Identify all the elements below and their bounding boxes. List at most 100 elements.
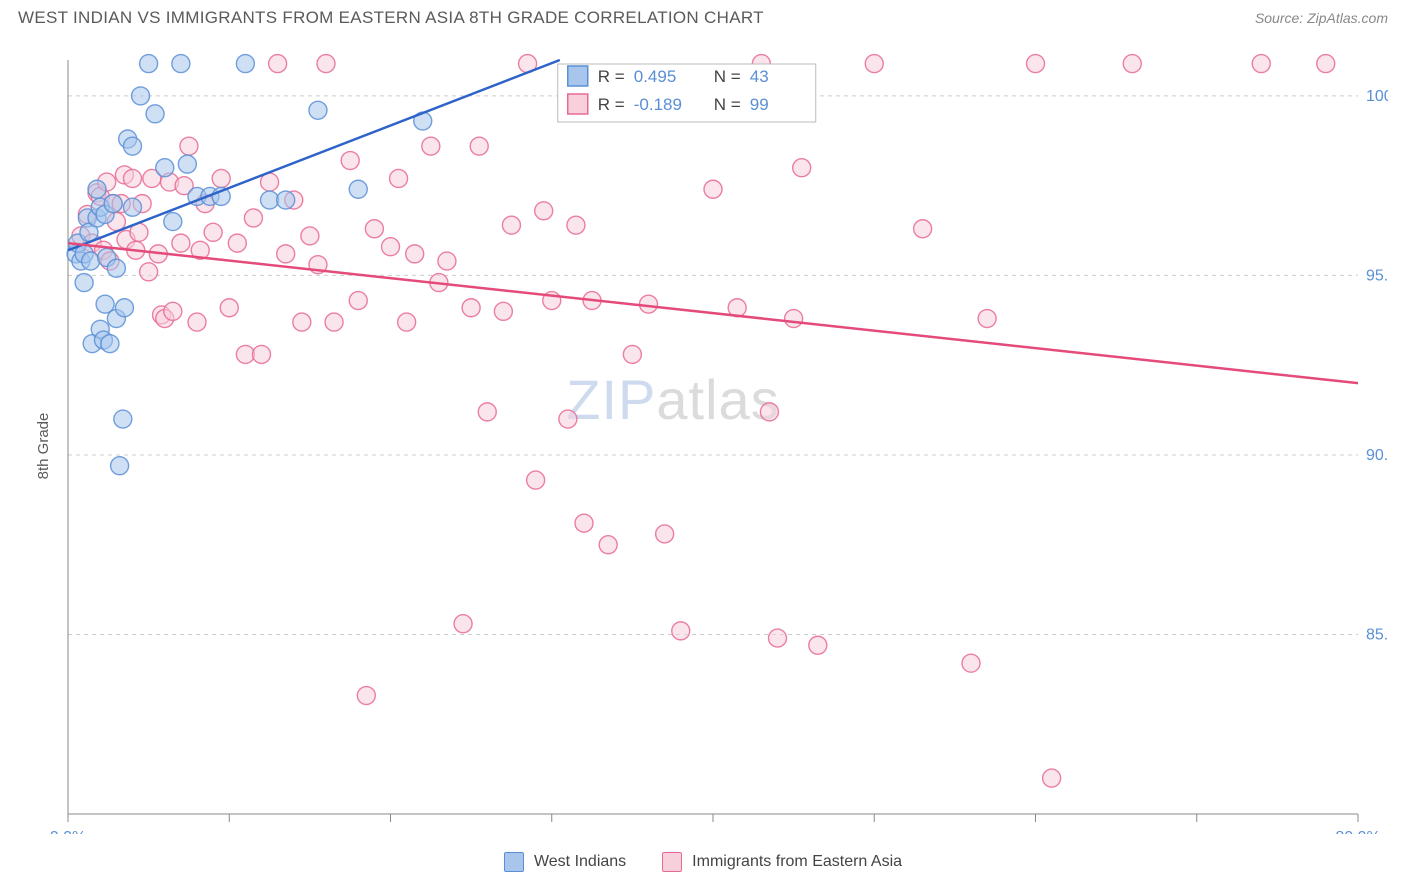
legend-label: Immigrants from Eastern Asia	[692, 853, 902, 871]
r-value: -0.189	[634, 95, 682, 114]
data-point	[124, 137, 142, 155]
data-point	[1317, 55, 1335, 73]
data-point	[599, 536, 617, 554]
data-point	[212, 169, 230, 187]
r-label: R =	[598, 95, 625, 114]
data-point	[82, 252, 100, 270]
data-point	[220, 299, 238, 317]
data-point	[341, 152, 359, 170]
correlation-legend	[558, 64, 816, 122]
data-point	[365, 220, 383, 238]
data-point	[115, 299, 133, 317]
data-point	[478, 403, 496, 421]
data-point	[261, 191, 279, 209]
data-point	[132, 87, 150, 105]
data-point	[349, 180, 367, 198]
legend-swatch-pink	[662, 852, 682, 872]
data-point	[236, 345, 254, 363]
data-point	[809, 636, 827, 654]
data-point	[253, 345, 271, 363]
data-point	[760, 403, 778, 421]
data-point	[188, 313, 206, 331]
source-label: Source: ZipAtlas.com	[1255, 10, 1388, 26]
data-point	[349, 292, 367, 310]
data-point	[769, 629, 787, 647]
data-point	[704, 180, 722, 198]
y-tick-label: 100.0%	[1366, 88, 1388, 105]
n-label: N =	[714, 95, 741, 114]
data-point	[567, 216, 585, 234]
data-point	[527, 471, 545, 489]
data-point	[438, 252, 456, 270]
data-point	[156, 159, 174, 177]
chart-title: WEST INDIAN VS IMMIGRANTS FROM EASTERN A…	[18, 8, 764, 28]
data-point	[140, 263, 158, 281]
data-point	[1123, 55, 1141, 73]
data-point	[317, 55, 335, 73]
data-point	[204, 223, 222, 241]
y-tick-label: 90.0%	[1366, 447, 1388, 464]
data-point	[470, 137, 488, 155]
data-point	[390, 169, 408, 187]
y-tick-label: 85.0%	[1366, 626, 1388, 643]
data-point	[124, 198, 142, 216]
data-point	[1027, 55, 1045, 73]
data-point	[494, 302, 512, 320]
data-point	[277, 245, 295, 263]
data-point	[277, 191, 295, 209]
data-point	[140, 55, 158, 73]
data-point	[785, 310, 803, 328]
y-tick-label: 95.0%	[1366, 267, 1388, 284]
data-point	[178, 155, 196, 173]
x-tick-label: 80.0%	[1335, 829, 1380, 834]
data-point	[269, 55, 287, 73]
watermark: ZIPatlas	[566, 368, 779, 431]
data-point	[914, 220, 932, 238]
data-point	[114, 410, 132, 428]
data-point	[865, 55, 883, 73]
data-point	[978, 310, 996, 328]
data-point	[962, 654, 980, 672]
data-point	[172, 55, 190, 73]
legend-label: West Indians	[534, 853, 626, 871]
data-point	[398, 313, 416, 331]
data-point	[1043, 769, 1061, 787]
data-point	[656, 525, 674, 543]
n-label: N =	[714, 67, 741, 86]
data-point	[1252, 55, 1270, 73]
plot-area: 85.0%90.0%95.0%100.0%0.0%80.0%ZIPatlasR …	[48, 44, 1388, 832]
data-point	[502, 216, 520, 234]
data-point	[454, 615, 472, 633]
data-point	[111, 457, 129, 475]
data-point	[793, 159, 811, 177]
data-point	[244, 209, 262, 227]
legend-swatch-blue	[504, 852, 524, 872]
data-point	[124, 169, 142, 187]
data-point	[623, 345, 641, 363]
data-point	[146, 105, 164, 123]
data-point	[164, 302, 182, 320]
data-point	[180, 137, 198, 155]
legend-swatch	[568, 94, 588, 114]
data-point	[107, 259, 125, 277]
data-point	[88, 180, 106, 198]
data-point	[382, 238, 400, 256]
data-point	[422, 137, 440, 155]
data-point	[309, 101, 327, 119]
data-point	[640, 295, 658, 313]
data-point	[228, 234, 246, 252]
data-point	[575, 514, 593, 532]
legend-item-eastern-asia: Immigrants from Eastern Asia	[662, 852, 902, 872]
data-point	[406, 245, 424, 263]
scatter-chart: 85.0%90.0%95.0%100.0%0.0%80.0%ZIPatlasR …	[48, 44, 1388, 834]
data-point	[462, 299, 480, 317]
data-point	[672, 622, 690, 640]
data-point	[164, 213, 182, 231]
data-point	[172, 234, 190, 252]
legend-item-west-indians: West Indians	[504, 852, 626, 872]
r-value: 0.495	[634, 67, 677, 86]
legend-swatch	[568, 66, 588, 86]
r-label: R =	[598, 67, 625, 86]
bottom-legend: West Indians Immigrants from Eastern Asi…	[0, 852, 1406, 872]
data-point	[75, 274, 93, 292]
